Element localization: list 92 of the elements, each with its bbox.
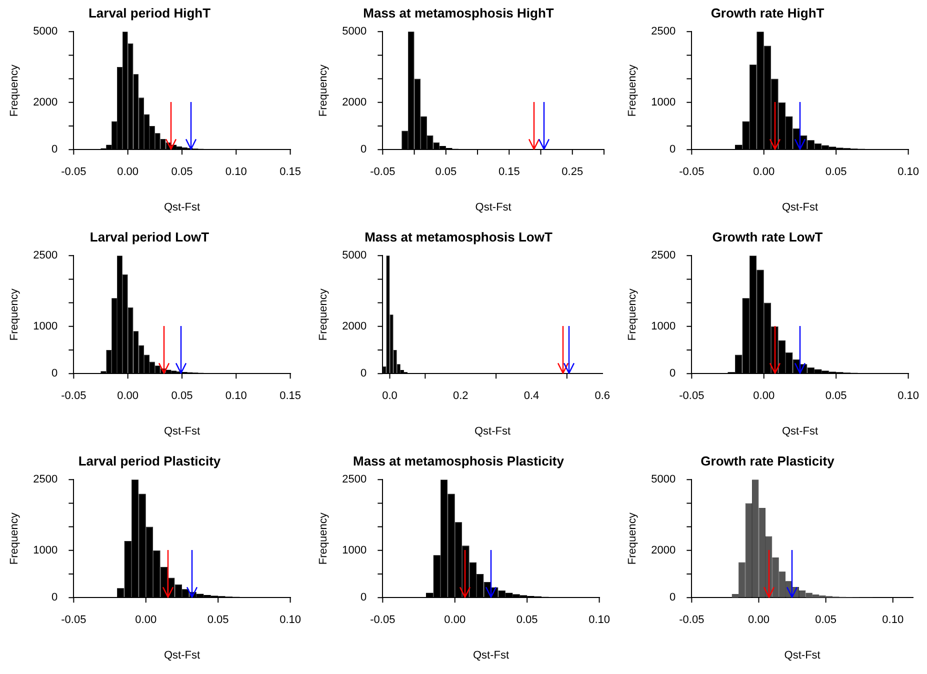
y-tick-label: 0 — [670, 592, 676, 604]
x-tick-label: -0.05 — [61, 166, 86, 178]
x-tick-label: 0.00 — [135, 614, 157, 626]
y-axis-title: Frequency — [8, 288, 21, 341]
x-tick-label: 0.0 — [382, 390, 398, 402]
chart-title: Mass at metamosphosis LowT — [364, 229, 552, 244]
y-tick-label: 2500 — [342, 474, 367, 486]
y-tick-label: 1000 — [33, 544, 58, 556]
x-axis-title: Qst-Fst — [474, 425, 511, 438]
chart-title: Larval period LowT — [90, 229, 210, 244]
chart-title: Mass at metamosphosis Plasticity — [353, 453, 565, 468]
x-tick-label: 0.10 — [898, 390, 920, 402]
y-tick-label: 2500 — [33, 474, 58, 486]
x-tick-label: -0.05 — [679, 614, 704, 626]
y-tick-label: 5000 — [651, 474, 676, 486]
x-tick-label: 0.05 — [171, 390, 193, 402]
x-tick-label: 0.05 — [435, 166, 457, 178]
y-tick-label: 1000 — [33, 320, 58, 332]
y-axis-title: Frequency — [318, 512, 330, 565]
y-tick-label: 5000 — [342, 26, 367, 38]
x-axis-title: Qst-Fst — [782, 201, 818, 214]
x-tick-label: 0.00 — [117, 166, 139, 178]
x-tick-label: 0.10 — [280, 614, 302, 626]
x-tick-label: 0.05 — [207, 614, 229, 626]
x-tick-label: 0.2 — [452, 390, 468, 402]
x-tick-label: 0.10 — [225, 390, 247, 402]
y-axis-title: Frequency — [626, 512, 639, 565]
x-tick-label: 0.25 — [562, 166, 584, 178]
x-tick-label: 0.10 — [225, 166, 247, 178]
x-tick-label: 0.10 — [588, 614, 610, 626]
y-tick-label: 5000 — [33, 26, 58, 38]
x-tick-label: 0.05 — [516, 614, 538, 626]
x-tick-label: 0.15 — [280, 390, 302, 402]
y-tick-label: 0 — [52, 144, 58, 156]
x-axis-title: Qst-Fst — [784, 649, 820, 662]
x-tick-label: 0.05 — [815, 614, 837, 626]
y-tick-label: 1000 — [651, 320, 676, 332]
x-axis-title: Qst-Fst — [164, 649, 200, 662]
x-tick-label: -0.05 — [61, 390, 86, 402]
x-tick-label: 0.10 — [882, 614, 904, 626]
x-axis-title: Qst-Fst — [472, 649, 510, 662]
x-tick-label: 0.4 — [524, 390, 540, 402]
x-tick-label: 0.00 — [753, 166, 775, 178]
x-tick-label: 0.00 — [444, 614, 466, 626]
y-axis-title: Frequency — [626, 64, 639, 117]
x-axis-title: Qst-Fst — [475, 201, 512, 214]
x-tick-label: -0.05 — [370, 614, 396, 626]
y-axis-title: Frequency — [626, 288, 639, 341]
x-tick-label: 0.00 — [117, 390, 139, 402]
y-tick-label: 0 — [52, 592, 58, 604]
chart-title: Larval period HighT — [88, 5, 211, 20]
y-tick-label: 2000 — [342, 96, 367, 108]
y-tick-label: 0 — [52, 368, 58, 380]
x-tick-label: 0.05 — [825, 166, 847, 178]
chart-title: Mass at metamosphosis HighT — [363, 5, 554, 20]
y-tick-label: 0 — [670, 144, 676, 156]
x-tick-label: -0.05 — [679, 166, 704, 178]
x-tick-label: 0.00 — [748, 614, 770, 626]
y-tick-label: 1000 — [342, 544, 367, 556]
chart-title: Growth rate Plasticity — [700, 453, 836, 468]
x-axis-title: Qst-Fst — [782, 425, 818, 438]
x-axis-title: Qst-Fst — [164, 425, 200, 438]
y-tick-label: 2500 — [651, 250, 676, 262]
y-tick-label: 2000 — [651, 544, 676, 556]
y-axis-title: Frequency — [318, 64, 330, 117]
y-axis-title: Frequency — [8, 64, 21, 117]
x-tick-label: 0.00 — [753, 390, 775, 402]
y-axis-title: Frequency — [318, 288, 330, 341]
y-tick-label: 2000 — [33, 96, 58, 108]
x-tick-label: 0.10 — [898, 166, 920, 178]
x-tick-label: 0.05 — [825, 390, 847, 402]
chart-title: Growth rate HighT — [710, 5, 824, 20]
y-tick-label: 0 — [360, 368, 367, 380]
y-tick-label: 2500 — [33, 250, 58, 262]
y-tick-label: 0 — [360, 144, 367, 156]
x-axis-title: Qst-Fst — [164, 201, 200, 214]
y-tick-label: 2500 — [651, 26, 676, 38]
chart-title: Larval period Plasticity — [78, 453, 222, 468]
y-tick-label: 5000 — [342, 250, 367, 262]
y-tick-label: 1000 — [651, 96, 676, 108]
x-tick-label: 0.05 — [171, 166, 193, 178]
x-tick-label: -0.05 — [679, 390, 704, 402]
x-tick-label: 0.6 — [594, 390, 610, 402]
y-tick-label: 0 — [360, 592, 367, 604]
y-axis-title: Frequency — [8, 512, 21, 565]
x-tick-label: -0.05 — [61, 614, 86, 626]
x-tick-label: 0.15 — [280, 166, 302, 178]
y-tick-label: 0 — [670, 368, 676, 380]
y-tick-label: 2000 — [342, 320, 367, 332]
x-tick-label: -0.05 — [370, 166, 396, 178]
x-tick-label: 0.15 — [498, 166, 520, 178]
chart-title: Growth rate LowT — [712, 229, 823, 244]
